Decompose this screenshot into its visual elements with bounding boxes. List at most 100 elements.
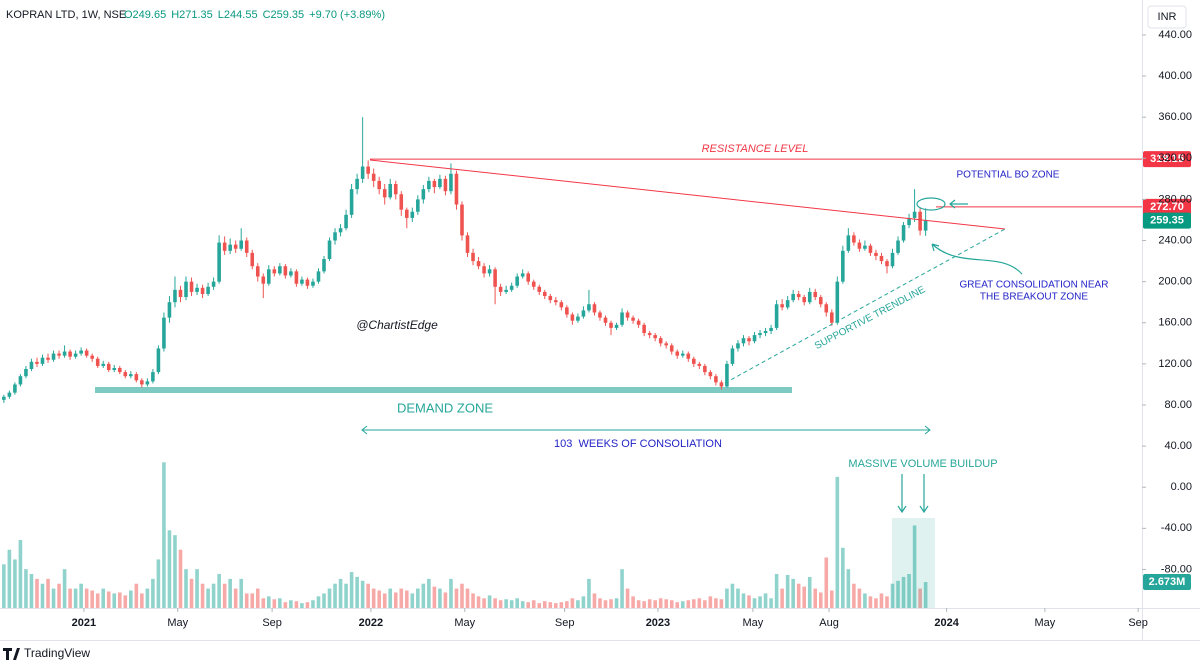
author-label: @ChartistEdge	[356, 318, 438, 332]
volume-bar	[487, 595, 492, 608]
symbol: KOPRAN LTD, 1W, NSE	[6, 9, 126, 21]
candle-body	[244, 240, 249, 253]
candle-body	[714, 376, 718, 383]
volume-bar	[520, 601, 525, 608]
candle-body	[46, 357, 50, 360]
consolidation-label: GREAT CONSOLIDATION NEAR	[960, 280, 1109, 291]
currency-box[interactable]	[1147, 5, 1187, 29]
volume-bar	[692, 599, 696, 608]
volume-bar	[272, 599, 277, 608]
candle-body	[377, 180, 381, 190]
volume-bar	[907, 574, 911, 608]
volume-bar	[730, 583, 735, 608]
consolidation-arrow	[931, 243, 1023, 275]
ohlc-value: L244.55	[218, 9, 258, 21]
volume-bar	[294, 601, 299, 608]
candle-body	[123, 372, 128, 377]
candle-body	[923, 220, 928, 231]
candle-body	[708, 372, 713, 377]
levels: 319.15 272.70 259.35	[370, 151, 1191, 229]
volume-bar	[559, 602, 564, 608]
volume-bar	[40, 583, 45, 608]
volume-bar	[184, 569, 188, 608]
volume-bar	[416, 588, 420, 608]
candle-body	[587, 304, 591, 311]
candle-body	[239, 240, 243, 249]
y-tick-label: 440.00	[1158, 29, 1192, 41]
volume-bar	[565, 601, 569, 608]
price-label-box	[1143, 198, 1191, 215]
price-label: 259.35	[1150, 215, 1184, 227]
candle-body	[807, 291, 812, 303]
candle-body	[774, 304, 779, 328]
volume-bar	[244, 593, 249, 608]
volume-bar	[349, 572, 354, 608]
volume-bar	[388, 588, 393, 608]
price-label: 272.70	[1150, 201, 1184, 213]
candle-body	[217, 242, 221, 282]
volume-bar	[587, 578, 591, 608]
volume-bar	[531, 600, 536, 608]
candle-body	[421, 189, 426, 200]
volume-bar	[173, 535, 177, 608]
volume-bar	[576, 600, 580, 608]
brand: TradingView	[3, 646, 90, 660]
candle-body	[818, 297, 823, 305]
volume-bar	[465, 588, 470, 608]
volume-bar	[129, 590, 133, 608]
candle-body	[18, 376, 23, 385]
volume-bar	[758, 596, 762, 608]
volume-bar	[267, 596, 271, 608]
candle-body	[830, 312, 834, 323]
candle-body	[316, 271, 321, 282]
bo-arrow	[949, 199, 968, 209]
y-tick-label: 280.00	[1158, 193, 1192, 205]
consolidation-label: THE BREAKOUT ZONE	[980, 292, 1088, 303]
volume-pane	[2, 462, 928, 608]
volume-bar	[471, 593, 475, 608]
volume-bar	[73, 588, 78, 608]
candle-body	[796, 293, 801, 298]
candle-body	[322, 259, 326, 272]
candle-body	[250, 252, 255, 267]
volume-bar	[84, 588, 89, 608]
volume-bar	[598, 598, 602, 608]
candle-body	[140, 380, 144, 385]
brand-name: TradingView	[24, 646, 90, 660]
candle-body	[57, 353, 61, 356]
candle-body	[178, 289, 183, 298]
volume-bar	[923, 582, 928, 608]
volume-bar	[476, 596, 481, 608]
candle-body	[90, 355, 94, 359]
volume-bar	[686, 600, 691, 608]
volume-bar	[29, 574, 34, 608]
candle-body	[344, 214, 348, 229]
candle-body	[393, 183, 398, 195]
weeks-label: 103 WEEKS OF CONSOLIATION	[554, 438, 722, 450]
candle-body	[780, 304, 784, 308]
volume-bar	[360, 580, 365, 608]
y-tick-label: 360.00	[1158, 111, 1192, 123]
candle-body	[603, 317, 608, 323]
volume-bar	[835, 476, 840, 608]
volume-bar	[763, 593, 768, 608]
volume-bar	[625, 588, 630, 608]
candle-body	[460, 204, 464, 236]
candle-body	[360, 166, 365, 179]
volume-bar	[603, 600, 608, 608]
candle-body	[609, 322, 613, 328]
candle-body	[636, 320, 641, 325]
candle-body	[261, 276, 266, 284]
volume-bar	[636, 600, 641, 608]
candle-body	[620, 312, 624, 325]
volume-bar	[708, 596, 713, 608]
candle-body	[410, 211, 415, 218]
volume-bar	[647, 599, 652, 608]
volume-bar	[769, 598, 773, 608]
candle-body	[195, 287, 199, 292]
volume-bar	[796, 583, 801, 608]
volume-bar	[438, 588, 442, 608]
volume-bar	[669, 600, 674, 608]
volume-bar	[283, 602, 288, 608]
bo-zone-label: POTENTIAL BO ZONE	[957, 170, 1060, 181]
